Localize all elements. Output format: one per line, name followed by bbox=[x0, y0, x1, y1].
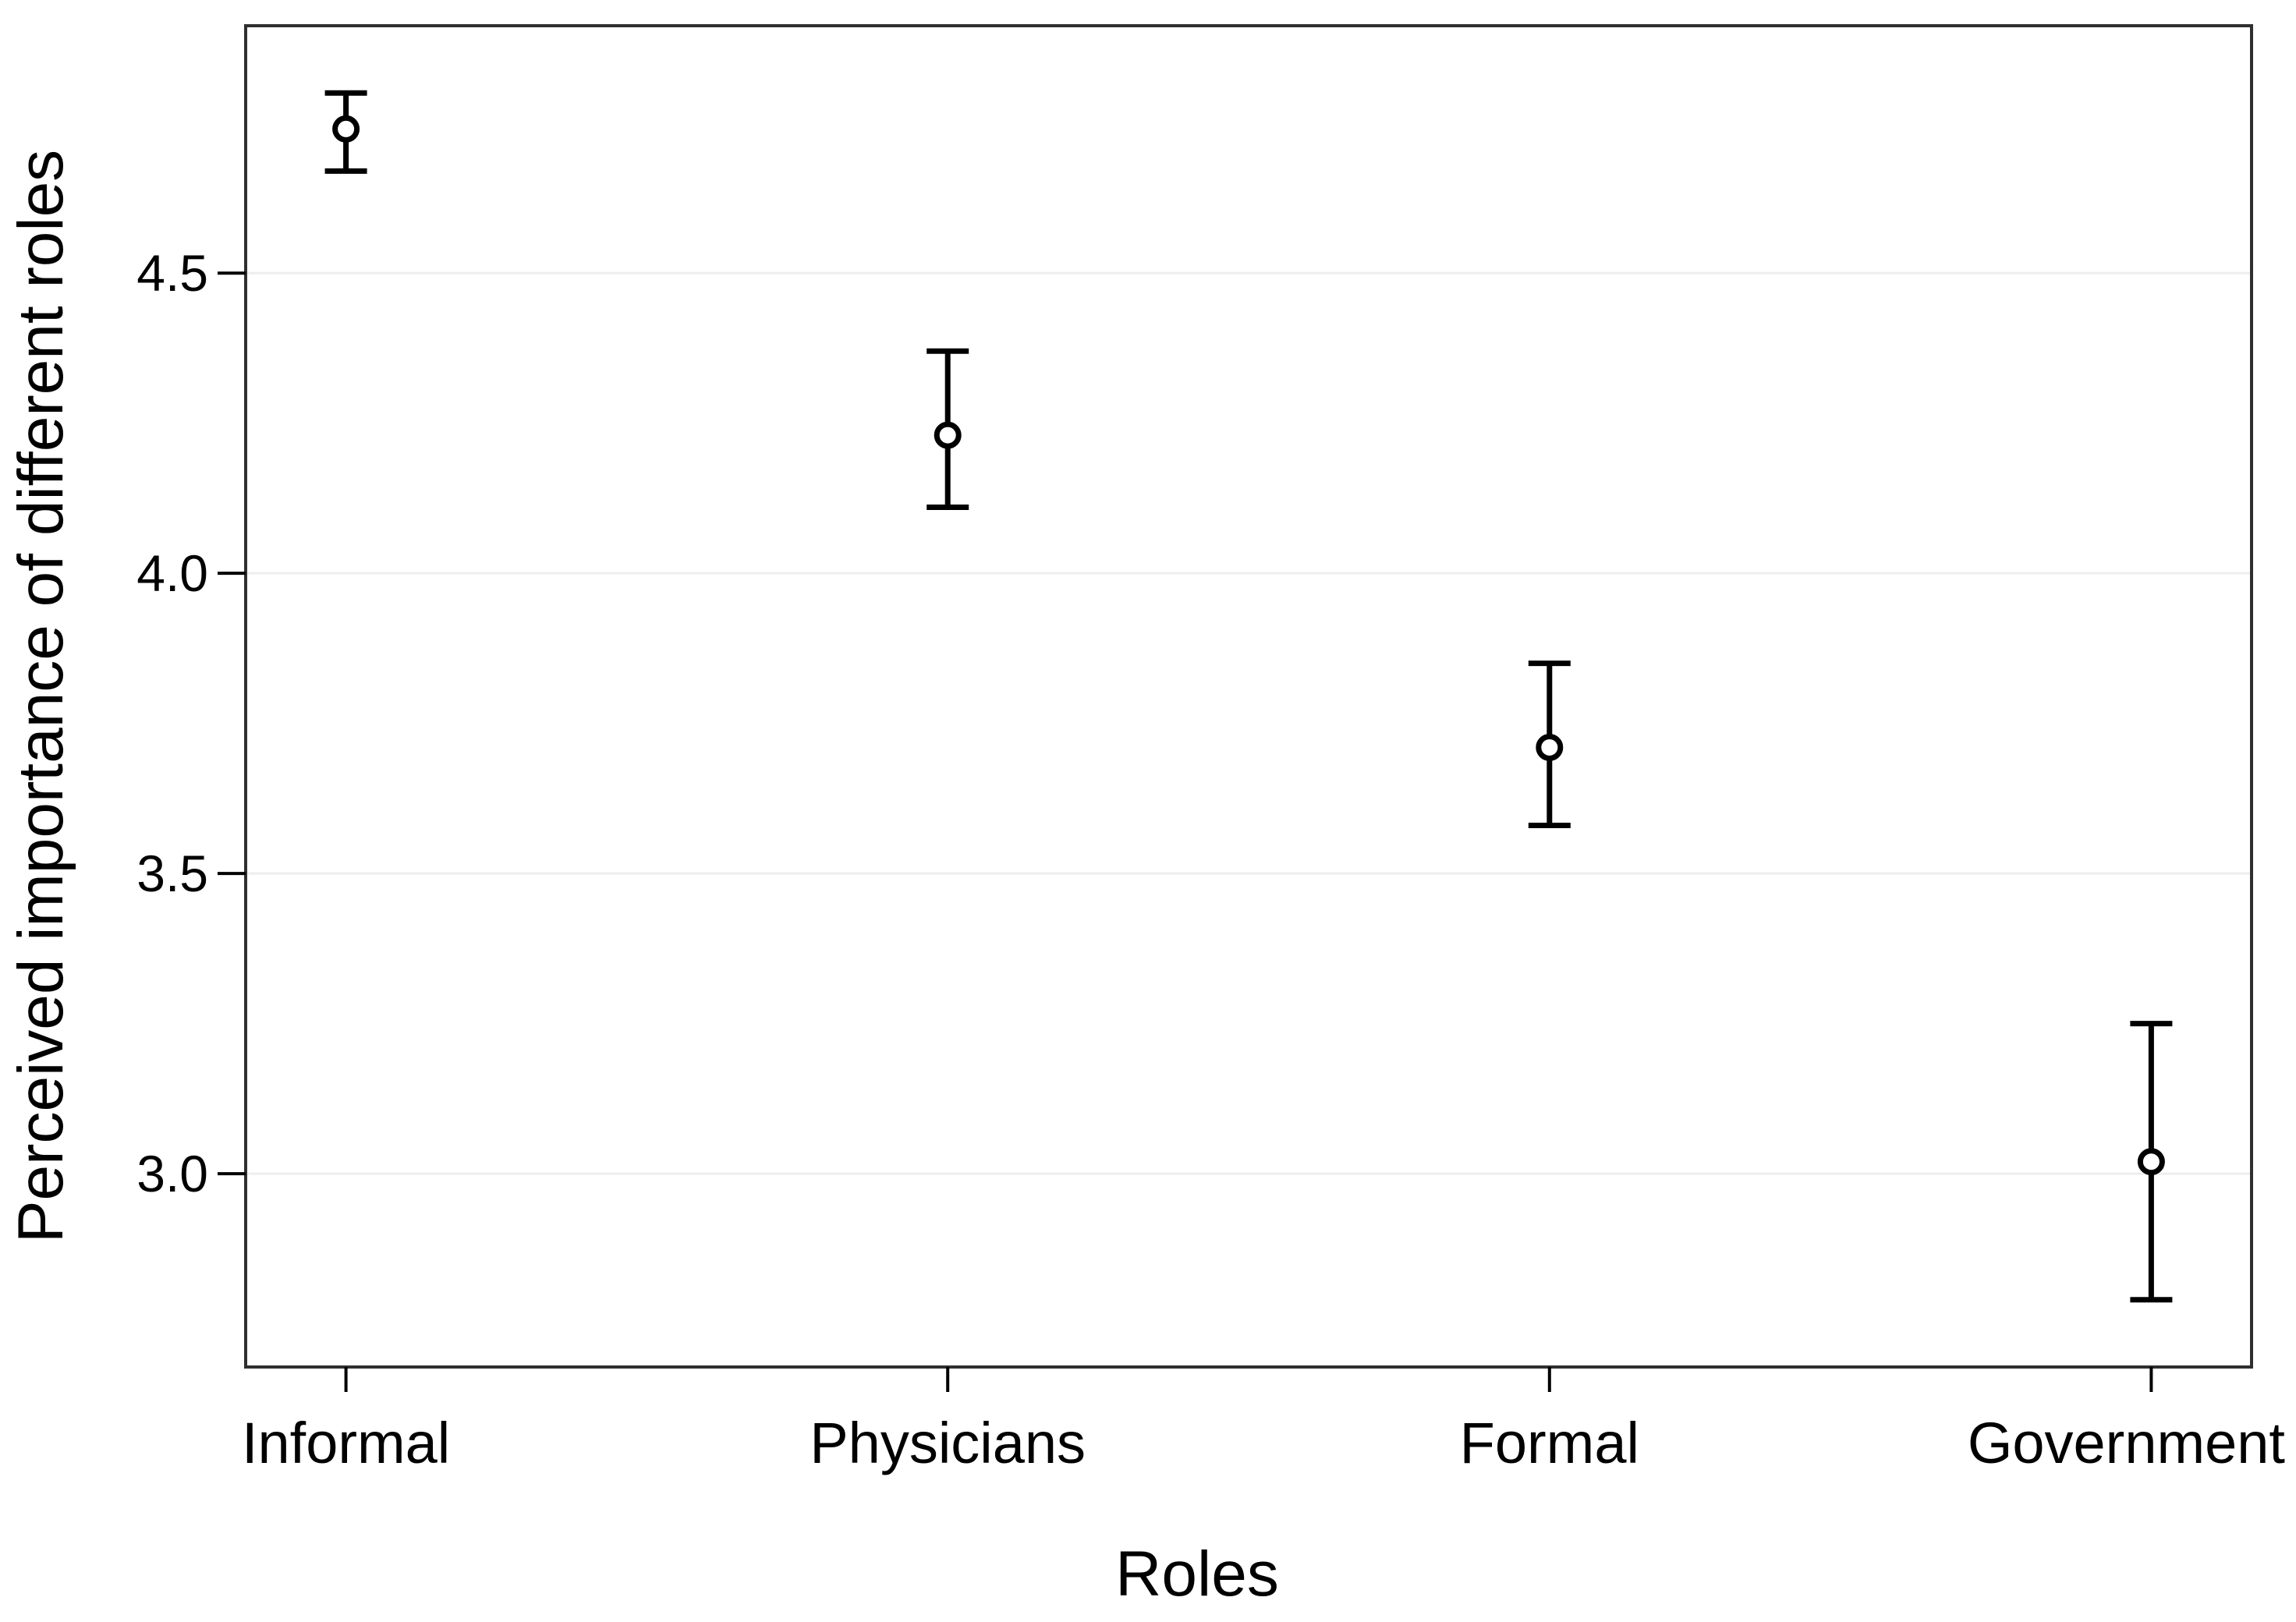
plot-border bbox=[244, 24, 2253, 1369]
y-axis-title: Perceived importance of different roles bbox=[5, 150, 76, 1243]
error-bar-series bbox=[324, 90, 2173, 1303]
data-point-formal bbox=[1528, 660, 1571, 829]
data-point-government bbox=[2130, 1021, 2173, 1303]
mean-marker bbox=[332, 115, 360, 143]
x-tick-label: Physicians bbox=[810, 1411, 1086, 1475]
data-point-informal bbox=[324, 90, 367, 174]
y-tick-label: 4.5 bbox=[136, 244, 208, 302]
gridlines bbox=[247, 271, 2250, 1175]
x-tick-label: Formal bbox=[1460, 1411, 1639, 1475]
mean-marker bbox=[934, 421, 962, 449]
x-axis-ticks: Informal Physicians Formal Government bbox=[242, 1367, 2285, 1475]
mean-marker bbox=[2137, 1148, 2165, 1176]
x-tick-label: Government bbox=[1968, 1411, 2286, 1475]
y-tick-label: 4.0 bbox=[136, 544, 208, 602]
y-tick-label: 3.5 bbox=[136, 845, 208, 902]
x-axis-title: Roles bbox=[1115, 1539, 1279, 1610]
x-tick-label: Informal bbox=[242, 1411, 450, 1475]
y-axis-ticks: 4.5 4.0 3.5 3.0 bbox=[136, 244, 246, 1202]
y-tick-label: 3.0 bbox=[136, 1145, 208, 1202]
mean-marker bbox=[1536, 733, 1564, 761]
data-point-physicians bbox=[927, 348, 969, 510]
